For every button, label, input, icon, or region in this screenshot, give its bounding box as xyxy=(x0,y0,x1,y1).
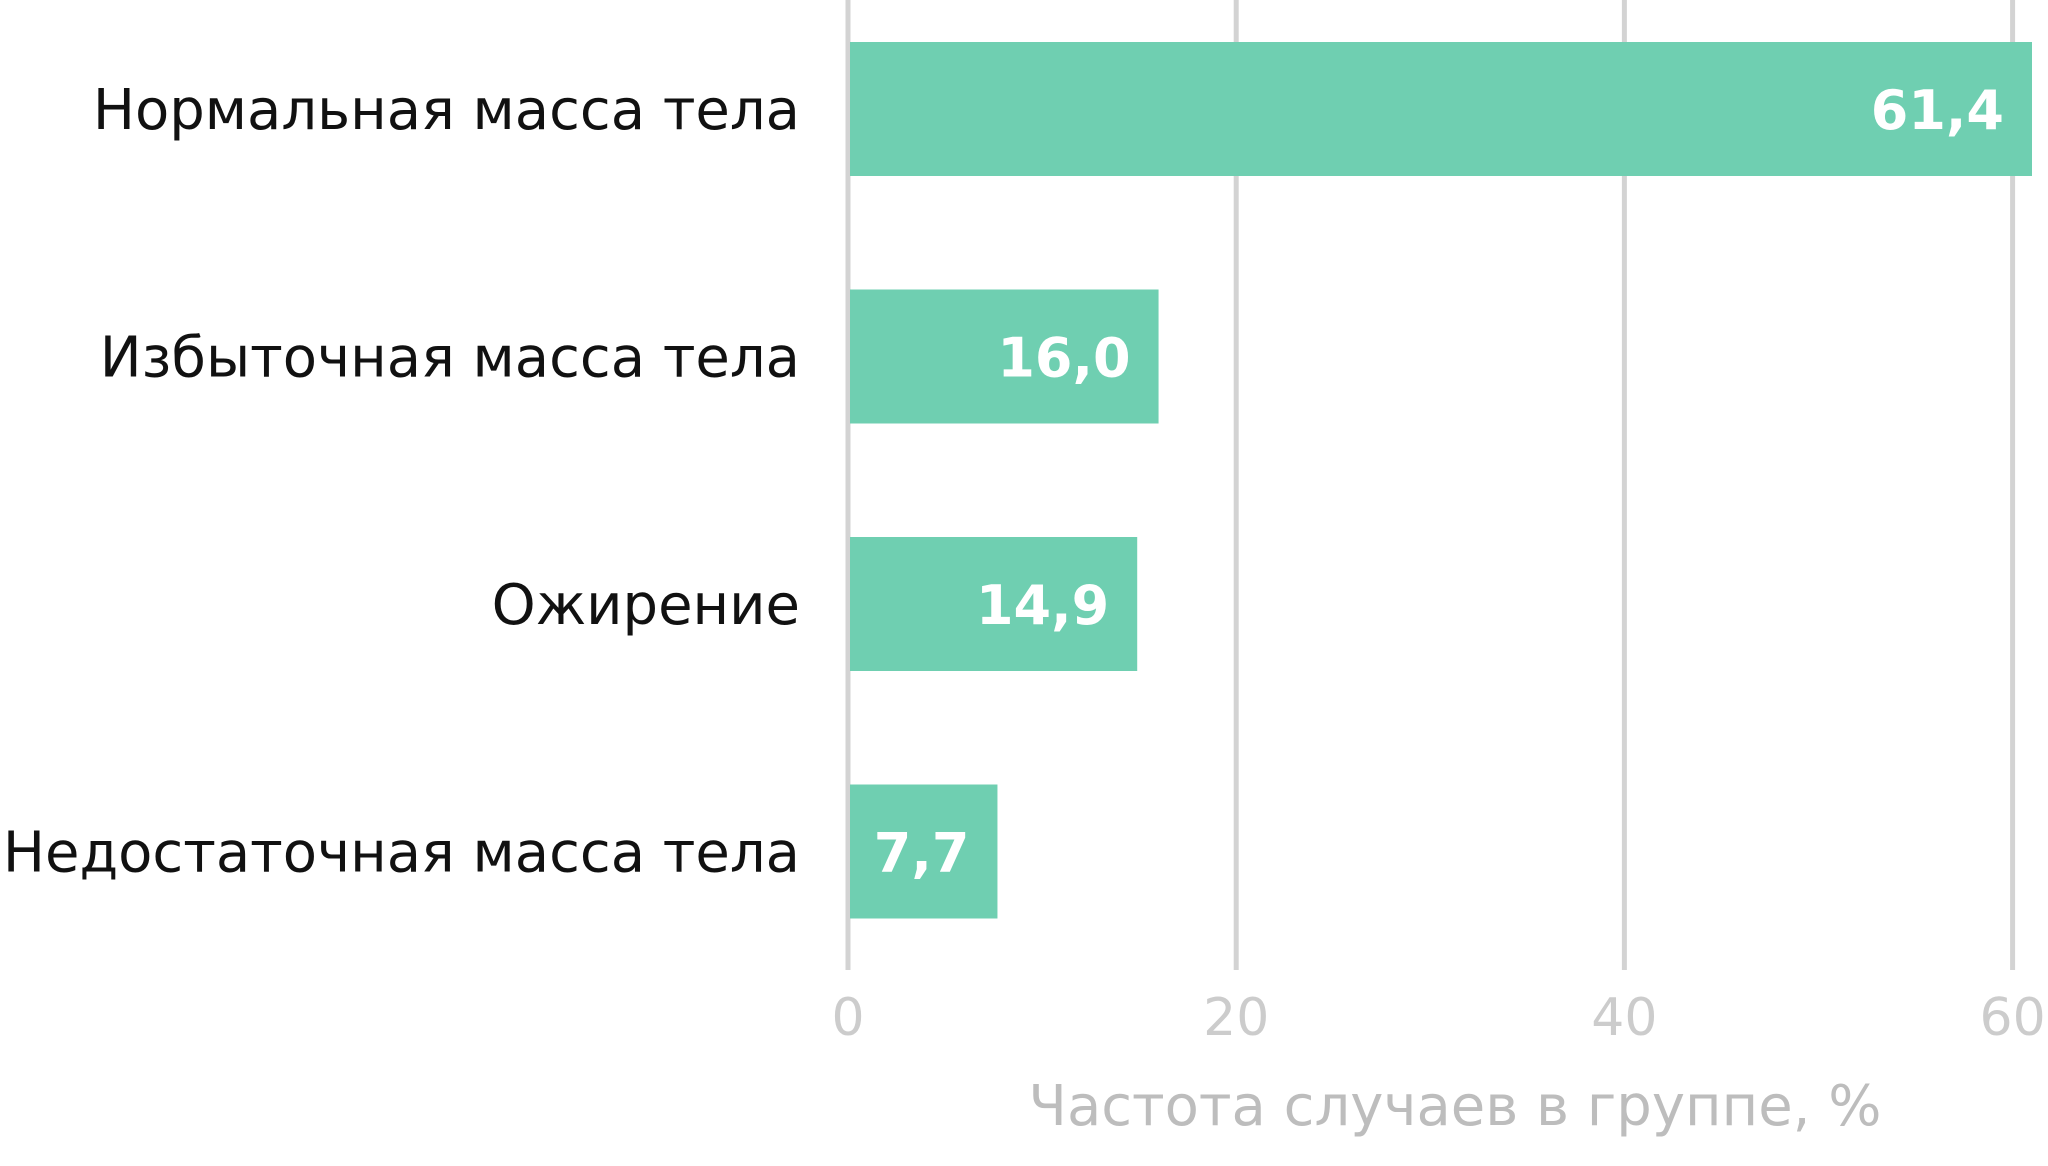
bar xyxy=(850,784,998,919)
value-labels: 61,4 16,0 14,9 7,7 xyxy=(874,79,2004,885)
value-label: 7,7 xyxy=(874,822,970,885)
x-tick-label: 20 xyxy=(1203,988,1269,1048)
category-labels: Нормальная масса тела Избыточная масса те… xyxy=(3,78,800,886)
category-label: Избыточная масса тела xyxy=(100,326,800,391)
value-label: 16,0 xyxy=(997,327,1130,390)
category-label: Нормальная масса тела xyxy=(93,78,800,143)
bar xyxy=(850,289,1159,424)
x-tick-label: 60 xyxy=(1980,988,2046,1048)
x-tick-label: 40 xyxy=(1591,988,1657,1048)
x-axis-title: Частота случаев в группе, % xyxy=(1029,1074,1882,1139)
bars xyxy=(850,42,2032,919)
value-label: 61,4 xyxy=(1871,79,2004,142)
category-label: Недостаточная масса тела xyxy=(3,821,800,886)
x-tick-labels: 0 20 40 60 xyxy=(831,988,2045,1048)
bar xyxy=(850,42,2032,176)
category-label: Ожирение xyxy=(492,573,800,638)
value-label: 14,9 xyxy=(976,574,1109,637)
bar xyxy=(850,537,1138,671)
x-tick-label: 0 xyxy=(831,988,864,1048)
